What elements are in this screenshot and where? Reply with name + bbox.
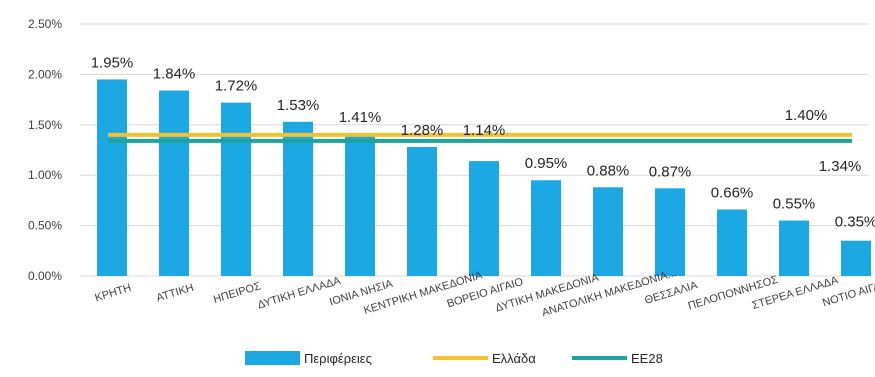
legend-label: ΕΕ28 [631, 351, 663, 366]
bar [531, 180, 561, 276]
line-end-label: 1.34% [819, 158, 862, 175]
legend: Περιφέρειες Ελλάδα ΕΕ28 [245, 351, 663, 366]
legend-label: Περιφέρειες [304, 351, 372, 366]
bar [779, 220, 809, 276]
y-tick-label: 2.00% [28, 67, 62, 81]
bar [469, 161, 499, 276]
bar [345, 133, 375, 276]
y-tick-label: 0.00% [28, 269, 62, 283]
bar-series [97, 79, 871, 277]
data-label: 1.53% [277, 97, 320, 114]
data-label: 1.14% [463, 122, 506, 139]
x-category-label: ΔΥΤΙΚΗ ΕΛΛΑΔΑ [256, 275, 342, 312]
bar [221, 102, 251, 277]
data-label: 0.55% [773, 196, 816, 213]
data-label: 0.95% [525, 155, 568, 172]
bar [97, 79, 127, 276]
data-labels: 1.95% 1.84% 1.72% 1.53% 1.41% 1.28% 1.14% 0.95%… [91, 54, 875, 230]
legend-swatch [245, 351, 300, 365]
data-label: 1.41% [339, 109, 382, 126]
data-label: 1.84% [153, 66, 196, 83]
y-tick-label: 2.50% [28, 17, 62, 31]
y-tick-label: 0.50% [28, 219, 62, 233]
data-label: 0.35% [835, 214, 875, 231]
bar [717, 209, 747, 276]
x-category-label: ΚΡΗΤΗ [94, 282, 133, 304]
bar [407, 146, 437, 276]
data-label: 1.95% [91, 54, 134, 71]
bar [841, 240, 871, 276]
legend-label: Ελλάδα [492, 351, 536, 366]
y-axis: 0.00% 0.50% 1.00% 1.50% 2.00% 2.50% [28, 17, 62, 283]
line-end-label: 1.40% [785, 107, 828, 124]
x-category-label: ΗΠΕΙΡΟΣ [212, 280, 263, 306]
y-tick-label: 1.50% [28, 118, 62, 132]
data-label: 1.28% [401, 122, 444, 139]
data-label: 0.87% [649, 163, 692, 180]
line-series [108, 132, 852, 143]
data-label: 1.72% [215, 78, 258, 95]
data-label: 0.88% [587, 162, 630, 179]
bar [283, 121, 313, 276]
bar [655, 188, 685, 276]
bar [593, 187, 623, 276]
data-label: 0.66% [711, 184, 754, 201]
x-category-label: ΑΤΤΙΚΗ [155, 282, 195, 305]
legend-swatch [433, 356, 488, 360]
legend-swatch [572, 356, 627, 360]
bar [159, 90, 189, 276]
y-tick-label: 1.00% [28, 168, 62, 182]
